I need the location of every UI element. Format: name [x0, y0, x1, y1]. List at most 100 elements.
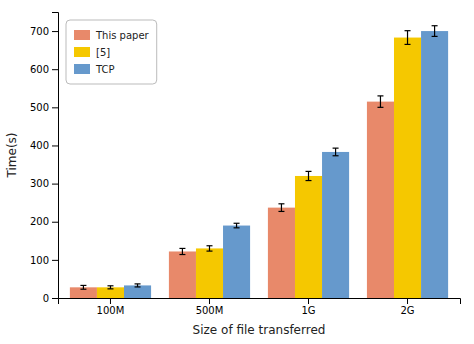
error-bar-cap — [278, 203, 284, 204]
error-bar-cap — [179, 248, 185, 249]
error-bar-stem — [182, 248, 183, 254]
y-tick: 600 — [30, 64, 58, 75]
bar — [367, 102, 394, 298]
x-axis-line — [59, 299, 461, 305]
error-bar — [306, 171, 312, 180]
error-bar-cap — [80, 285, 86, 286]
bar — [268, 208, 295, 298]
bar — [322, 152, 349, 298]
y-tick: 700 — [30, 26, 58, 37]
y-tick: 100 — [30, 255, 58, 266]
error-bar-stem — [380, 96, 381, 107]
legend-swatch — [74, 47, 90, 57]
y-tick: 300 — [30, 178, 58, 189]
error-bar-stem — [281, 204, 282, 212]
error-bars — [135, 26, 438, 287]
bar — [124, 285, 151, 298]
legend-swatch — [74, 64, 90, 74]
error-bar-cap — [278, 211, 284, 212]
error-bar-cap — [206, 245, 212, 246]
error-bar-cap — [432, 25, 438, 26]
error-bar-cap — [179, 254, 185, 255]
y-tick-label: 700 — [30, 26, 49, 37]
legend-label: This paper — [95, 30, 150, 41]
bar — [295, 176, 322, 298]
y-axis: 0 100 200 300 400 500 600 700 — [30, 13, 59, 304]
error-bar-stem — [434, 26, 435, 37]
error-bar-stem — [308, 171, 309, 180]
legend-item: TCP — [74, 64, 115, 75]
y-tick-label: 500 — [30, 102, 49, 113]
error-bar-cap — [377, 95, 383, 96]
error-bar-stem — [335, 148, 336, 156]
error-bar — [405, 31, 411, 45]
x-axis-title: Size of file transferred — [193, 323, 326, 337]
y-tick-label: 100 — [30, 255, 49, 266]
legend-swatch — [74, 30, 90, 40]
legend: This paper [5] TCP — [66, 20, 157, 84]
x-tick-label: 1G — [301, 305, 315, 316]
error-bar-cap — [405, 30, 411, 31]
y-tick-label: 0 — [43, 293, 49, 304]
error-bar — [206, 246, 212, 251]
legend-label: [5] — [96, 47, 110, 58]
x-tick-mark — [308, 298, 309, 304]
x-tick-label: 500M — [196, 305, 224, 316]
error-bar-cap — [135, 286, 141, 287]
y-tick-mark — [52, 31, 58, 32]
error-bar-cap — [206, 250, 212, 251]
error-bar — [278, 204, 284, 212]
error-bar-cap — [377, 107, 383, 108]
error-bar-cap — [135, 283, 141, 284]
y-tick-mark — [52, 298, 58, 299]
error-bar-stem — [209, 246, 210, 251]
error-bar-cap — [432, 36, 438, 37]
error-bar — [432, 26, 438, 37]
error-bar-stem — [236, 223, 237, 228]
error-bar-cap — [405, 44, 411, 45]
y-tick-mark — [52, 222, 58, 223]
bar — [97, 287, 124, 298]
error-bar-cap — [107, 288, 113, 289]
y-tick: 500 — [30, 102, 58, 113]
y-tick-mark — [52, 107, 58, 108]
y-tick-label: 200 — [30, 216, 49, 227]
x-tick: 500M — [196, 298, 224, 316]
error-bar — [80, 285, 86, 289]
x-tick-mark — [110, 298, 111, 304]
series — [70, 102, 394, 298]
error-bar-cap — [333, 155, 339, 156]
error-bar — [107, 286, 113, 289]
bar — [223, 226, 250, 298]
error-bar-cap — [234, 227, 240, 228]
error-bar-cap — [234, 223, 240, 224]
error-bar — [377, 96, 383, 107]
error-bar-cap — [306, 171, 312, 172]
bar — [394, 38, 421, 298]
series — [124, 31, 448, 298]
bar — [70, 287, 97, 298]
x-tick: 1G — [301, 298, 315, 316]
error-bar-cap — [306, 180, 312, 181]
bar — [169, 251, 196, 298]
error-bars — [80, 96, 383, 289]
error-bar — [333, 148, 339, 156]
y-tick: 400 — [30, 140, 58, 151]
plot: 0100200300400500600700100M500M1G2GThis p… — [30, 13, 461, 317]
error-bar-cap — [107, 285, 113, 286]
y-tick: 0 — [43, 293, 58, 304]
error-bar-stem — [407, 31, 408, 45]
error-bar — [179, 248, 185, 254]
y-tick-label: 600 — [30, 64, 49, 75]
error-bar — [234, 223, 240, 228]
y-tick-label: 300 — [30, 178, 49, 189]
x-axis: 100M500M1G2G — [59, 298, 461, 316]
y-axis-title: Time(s) — [5, 133, 19, 179]
x-tick-mark — [209, 298, 210, 304]
x-tick: 100M — [97, 298, 125, 316]
error-bar-cap — [80, 289, 86, 290]
legend-item: This paper — [74, 30, 150, 41]
bar — [196, 248, 223, 298]
y-tick-mark — [52, 145, 58, 146]
x-tick-mark — [407, 298, 408, 304]
